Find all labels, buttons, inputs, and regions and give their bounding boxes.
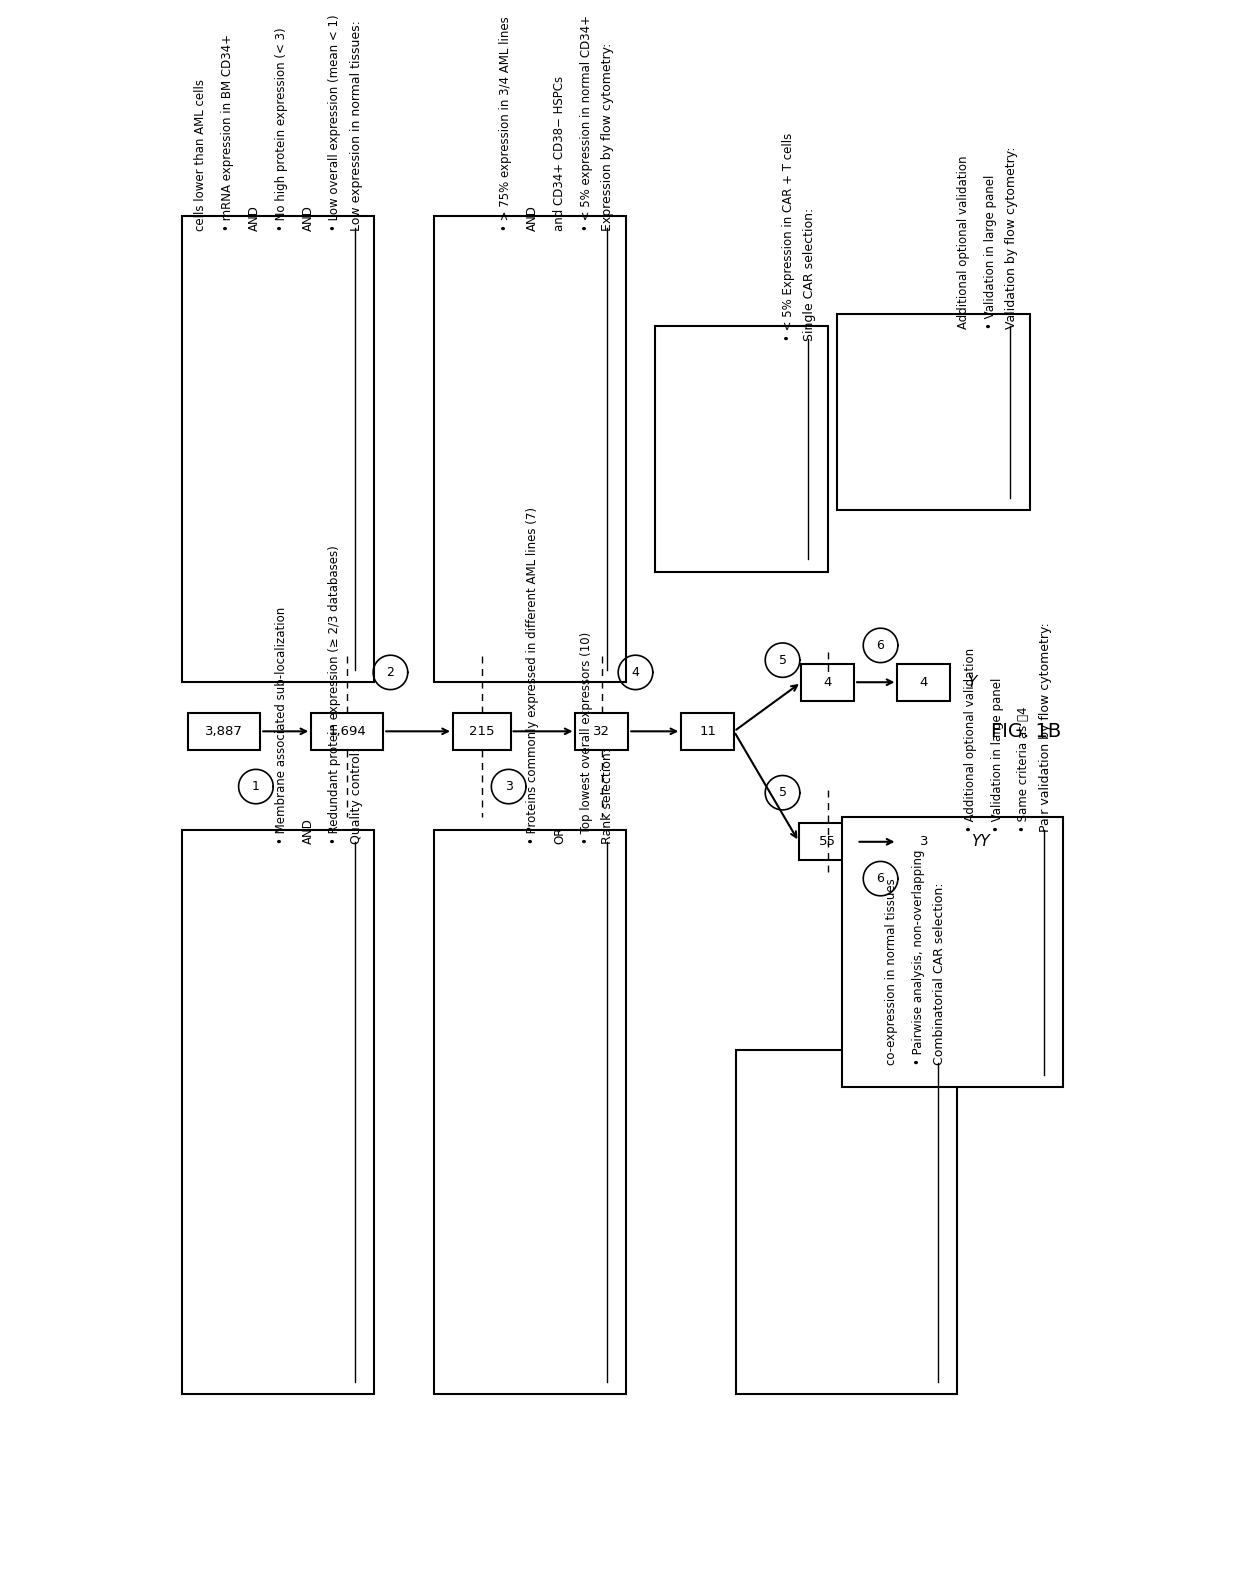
Text: 4: 4: [631, 666, 640, 679]
Text: AND: AND: [248, 204, 260, 231]
FancyBboxPatch shape: [737, 1050, 957, 1395]
Text: 32: 32: [594, 725, 610, 738]
Text: AND: AND: [527, 204, 539, 231]
Text: 1: 1: [252, 779, 260, 794]
Text: 4: 4: [823, 676, 832, 689]
Text: Validation by flow cytometry:: Validation by flow cytometry:: [1004, 147, 1018, 328]
Text: 2: 2: [387, 666, 394, 679]
Text: Single CAR selection:: Single CAR selection:: [804, 207, 816, 341]
FancyBboxPatch shape: [898, 824, 950, 861]
FancyBboxPatch shape: [182, 215, 374, 682]
FancyBboxPatch shape: [188, 713, 260, 749]
Text: • Low overall expression (mean < 1): • Low overall expression (mean < 1): [329, 14, 341, 231]
FancyBboxPatch shape: [453, 713, 511, 749]
FancyBboxPatch shape: [575, 713, 629, 749]
FancyBboxPatch shape: [311, 713, 383, 749]
Text: • < 5% Expression in CAR + T cells: • < 5% Expression in CAR + T cells: [782, 132, 795, 341]
Text: • Same criteria as ␴4: • Same criteria as ␴4: [1018, 706, 1030, 832]
Text: Low expression in normal tissues:: Low expression in normal tissues:: [350, 19, 362, 231]
Text: AND: AND: [301, 204, 315, 231]
Text: YY: YY: [971, 834, 990, 850]
Text: Y: Y: [967, 674, 977, 690]
Text: Additional optional validation: Additional optional validation: [957, 155, 970, 328]
Text: co-expression in normal tissues: co-expression in normal tissues: [885, 878, 898, 1065]
FancyBboxPatch shape: [837, 314, 1029, 510]
Text: FIG. 1B: FIG. 1B: [991, 722, 1061, 741]
Text: 3: 3: [505, 779, 512, 794]
Text: cells lower than AML cells: cells lower than AML cells: [193, 78, 207, 231]
Text: • Validation in large panel: • Validation in large panel: [983, 174, 997, 328]
Text: Rank selection:: Rank selection:: [601, 748, 614, 845]
Text: Combinatorial CAR selection:: Combinatorial CAR selection:: [932, 883, 946, 1065]
Text: • > 75% expression in 3/4 AML lines: • > 75% expression in 3/4 AML lines: [500, 16, 512, 231]
Text: • No high protein expression (< 3): • No high protein expression (< 3): [274, 27, 288, 231]
FancyBboxPatch shape: [681, 713, 734, 749]
Text: • < 5% expression in normal CD34+: • < 5% expression in normal CD34+: [580, 14, 593, 231]
Text: 11: 11: [699, 725, 715, 738]
FancyBboxPatch shape: [182, 829, 374, 1395]
Text: • Additional optional validation: • Additional optional validation: [963, 647, 977, 832]
Text: • Top lowest overall expressors (10): • Top lowest overall expressors (10): [580, 631, 593, 845]
Text: 6: 6: [877, 872, 884, 885]
Text: • Validation in large panel: • Validation in large panel: [991, 677, 1003, 832]
Text: 5: 5: [779, 654, 786, 666]
Text: 6: 6: [877, 639, 884, 652]
Text: OR: OR: [553, 827, 567, 845]
Text: 3: 3: [920, 835, 928, 848]
Text: 215: 215: [469, 725, 495, 738]
Text: Pair validation by flow cytometry:: Pair validation by flow cytometry:: [1039, 622, 1052, 832]
FancyBboxPatch shape: [898, 663, 950, 701]
FancyBboxPatch shape: [434, 215, 626, 682]
Text: 4: 4: [920, 676, 928, 689]
FancyBboxPatch shape: [434, 829, 626, 1395]
Text: 55: 55: [820, 835, 836, 848]
Text: 1,694: 1,694: [329, 725, 366, 738]
Text: 5: 5: [779, 786, 786, 799]
Text: • Redundant protein expression (≥ 2/3 databases): • Redundant protein expression (≥ 2/3 da…: [329, 545, 341, 845]
Text: Expression by flow cytometry:: Expression by flow cytometry:: [601, 41, 614, 231]
FancyBboxPatch shape: [655, 327, 828, 572]
Text: • mRNA expression in BM CD34+: • mRNA expression in BM CD34+: [221, 33, 234, 231]
Text: • Membrane associated sub-localization: • Membrane associated sub-localization: [274, 607, 288, 845]
Text: • Pairwise analysis, non-overlapping: • Pairwise analysis, non-overlapping: [911, 850, 925, 1065]
FancyBboxPatch shape: [801, 663, 854, 701]
Text: and CD34+ CD38− HSPCs: and CD34+ CD38− HSPCs: [553, 75, 567, 231]
Text: • Proteins commonly expressed in different AML lines (7): • Proteins commonly expressed in differe…: [527, 507, 539, 845]
Text: Quality control:: Quality control:: [350, 748, 362, 845]
Text: 3,887: 3,887: [206, 725, 243, 738]
FancyBboxPatch shape: [842, 818, 1063, 1087]
Text: AND: AND: [301, 818, 315, 845]
FancyBboxPatch shape: [799, 824, 857, 861]
